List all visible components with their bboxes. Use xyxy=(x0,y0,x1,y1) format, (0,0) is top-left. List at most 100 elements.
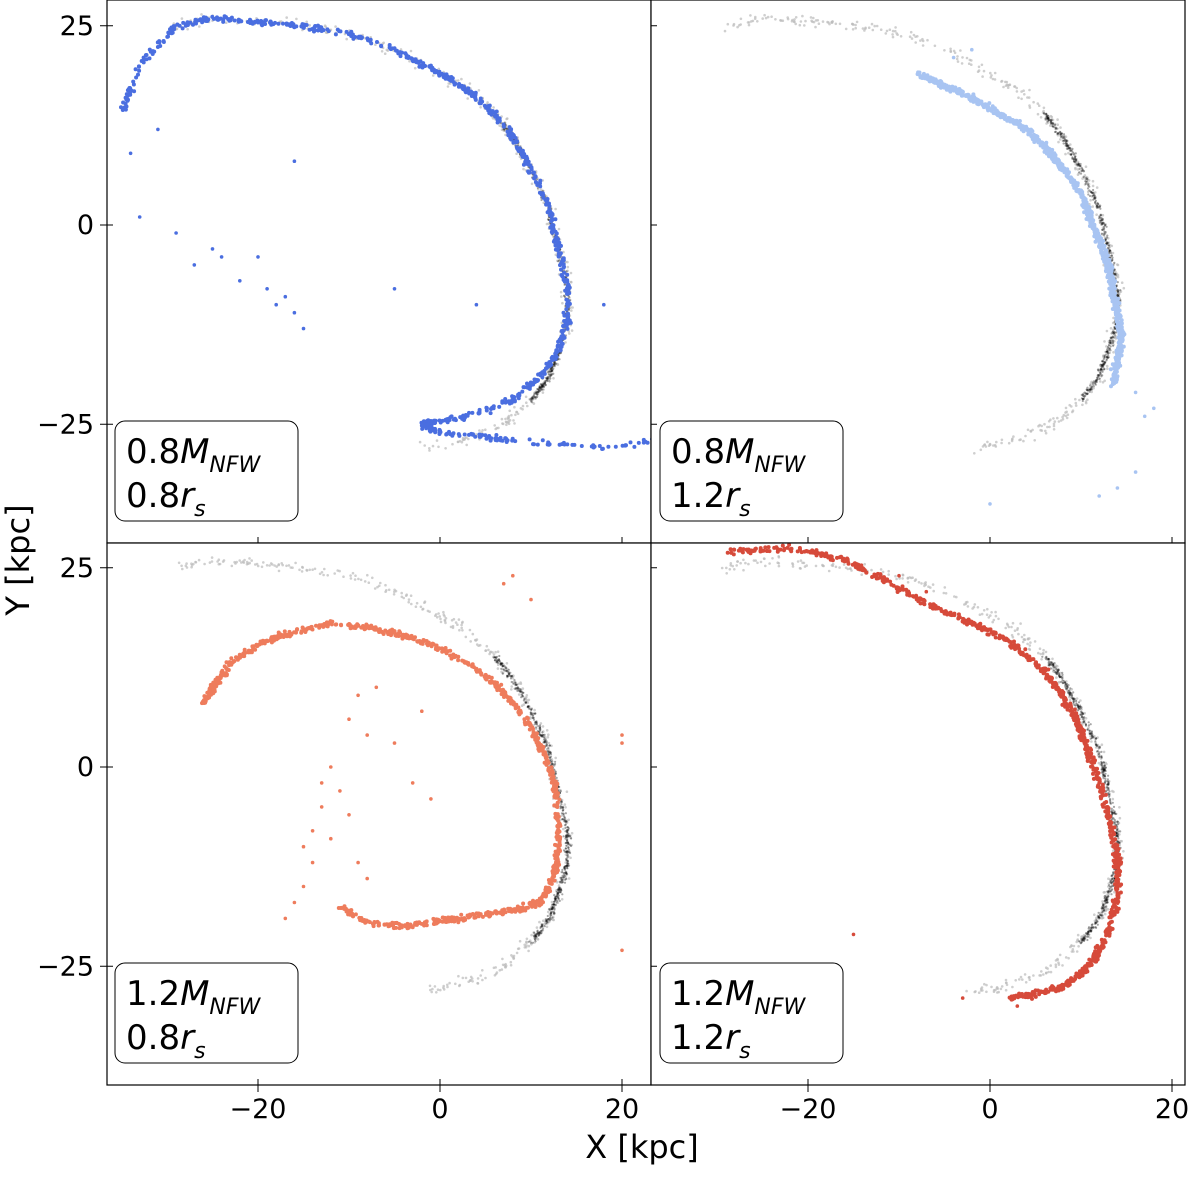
reference-core-point xyxy=(1073,153,1076,156)
reference-core-point xyxy=(564,826,567,830)
reference-core-point xyxy=(1096,376,1099,379)
reference-core-point xyxy=(544,739,547,742)
reference-point xyxy=(567,877,571,880)
reference-core-point xyxy=(524,701,527,704)
reference-point xyxy=(430,990,434,994)
reference-core-point xyxy=(509,671,512,674)
stream-point xyxy=(260,23,265,28)
reference-core-point xyxy=(1063,139,1066,142)
reference-point xyxy=(908,35,912,38)
reference-core-point xyxy=(1108,249,1111,252)
reference-core-point xyxy=(561,806,564,809)
reference-point xyxy=(533,941,536,944)
reference-core-point xyxy=(492,656,495,659)
reference-point xyxy=(471,632,475,636)
stream-point xyxy=(1051,154,1055,159)
reference-point xyxy=(443,615,446,618)
reference-core-point xyxy=(1094,382,1097,386)
reference-core-point xyxy=(532,716,535,720)
stream-point xyxy=(131,79,136,84)
reference-core-point xyxy=(562,806,565,809)
reference-core-point xyxy=(1100,375,1103,378)
stream-point xyxy=(544,199,549,204)
reference-point xyxy=(492,106,495,109)
reference-core-point xyxy=(546,218,550,221)
stream-point xyxy=(126,97,130,102)
reference-point xyxy=(520,704,524,707)
reference-core-point xyxy=(566,859,569,862)
reference-core-point xyxy=(1095,203,1098,206)
stream-point xyxy=(566,291,570,296)
reference-core-point xyxy=(1094,197,1097,200)
reference-point xyxy=(1084,401,1088,405)
reference-point xyxy=(493,424,497,427)
reference-core-point xyxy=(563,866,566,869)
reference-point xyxy=(481,969,484,972)
reference-core-point xyxy=(544,918,547,921)
reference-point xyxy=(469,640,473,643)
reference-core-point xyxy=(537,388,540,391)
reference-point xyxy=(484,649,488,652)
stream-point xyxy=(457,433,462,438)
reference-point xyxy=(246,562,250,565)
reference-core-point xyxy=(538,727,542,730)
reference-core-point xyxy=(559,807,562,810)
stream-point xyxy=(490,109,495,114)
reference-point xyxy=(503,669,506,673)
reference-core-point xyxy=(1100,367,1103,370)
reference-point xyxy=(991,77,995,81)
reference-point xyxy=(1052,428,1056,431)
reference-core-point xyxy=(537,933,540,936)
reference-core-point xyxy=(535,178,538,181)
reference-core-point xyxy=(1065,145,1068,148)
stream-point xyxy=(1113,307,1118,312)
reference-core-point xyxy=(541,923,544,926)
reference-core-point xyxy=(1070,153,1073,156)
stream-point xyxy=(531,170,536,175)
reference-core-point xyxy=(548,919,552,922)
reference-core-point xyxy=(497,658,501,661)
reference-core-point xyxy=(529,398,532,401)
stream-point xyxy=(942,82,947,87)
reference-core-point xyxy=(554,899,557,902)
reference-core-point xyxy=(510,680,513,684)
reference-core-point xyxy=(554,762,557,766)
reference-core-point xyxy=(550,369,553,372)
reference-core-point xyxy=(553,912,556,915)
stream-point xyxy=(168,27,172,32)
reference-core-point xyxy=(550,762,554,765)
stream-point xyxy=(918,73,923,78)
reference-core-point xyxy=(565,850,568,853)
reference-core-point xyxy=(549,755,553,758)
reference-core-point xyxy=(545,919,548,922)
reference-point xyxy=(1110,244,1114,248)
reference-core-point xyxy=(534,396,537,399)
reference-core-point xyxy=(565,871,568,875)
stream-point xyxy=(188,20,193,25)
reference-point xyxy=(560,806,563,809)
reference-point xyxy=(399,48,403,51)
reference-point xyxy=(563,817,567,821)
stream-point xyxy=(1056,163,1061,168)
reference-core-point xyxy=(546,376,550,379)
reference-core-point xyxy=(566,864,569,868)
reference-core-point xyxy=(1066,145,1069,148)
reference-point xyxy=(891,29,895,33)
reference-core-point xyxy=(495,658,498,661)
reference-core-point xyxy=(520,691,523,694)
reference-point xyxy=(456,440,460,444)
reference-point xyxy=(470,977,474,980)
reference-point xyxy=(486,101,489,104)
stream-point xyxy=(562,279,567,284)
stream-point xyxy=(349,34,354,38)
reference-point xyxy=(1056,416,1059,420)
reference-core-point xyxy=(1099,368,1103,371)
reference-core-point xyxy=(1116,291,1120,294)
reference-core-point xyxy=(1080,166,1083,169)
reference-point xyxy=(747,23,751,27)
reference-core-point xyxy=(539,383,542,386)
stream-point xyxy=(559,329,564,333)
stream-point xyxy=(387,43,392,47)
reference-point xyxy=(1108,351,1111,355)
reference-point xyxy=(517,947,521,950)
